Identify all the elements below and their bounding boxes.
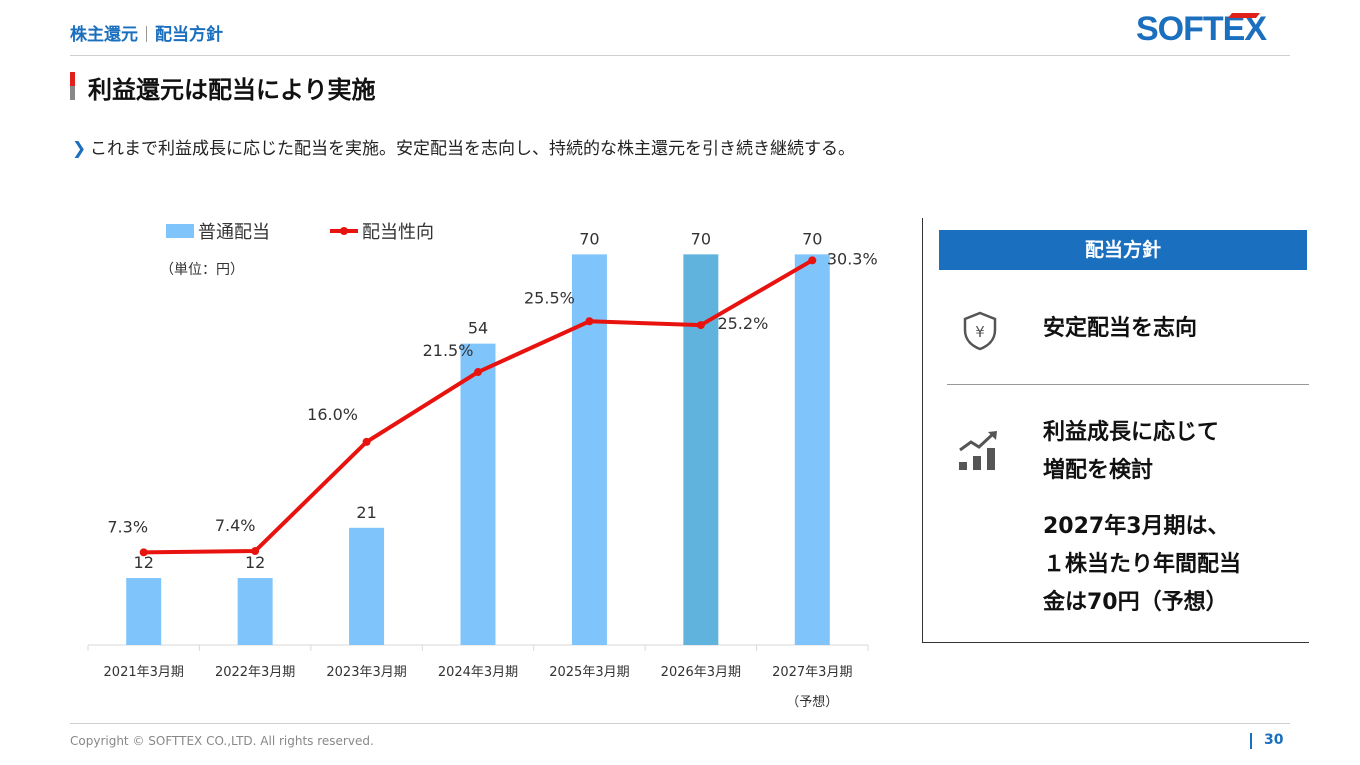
summary-bullet: ❯ これまで利益成長に応じた配当を実施。安定配当を志向し、持続的な株主還元を引き続… — [72, 134, 855, 159]
policy-forecast-line1: 2027年3月期は、 — [1043, 514, 1230, 539]
bar-label-6: 70 — [691, 229, 711, 248]
top-divider — [70, 55, 1290, 56]
policy-growth-line2: 増配を検討 — [1043, 458, 1154, 483]
page-number-bar — [1250, 733, 1252, 749]
legend-bar-swatch — [166, 224, 194, 238]
svg-text:¥: ¥ — [975, 323, 985, 341]
section-label: 株主還元 配当方針 — [70, 20, 223, 45]
policy-forecast-line2: １株当たり年間配当 — [1043, 552, 1242, 577]
x-tick-label-7: 2027年3月期 — [772, 665, 852, 680]
section-separator — [146, 26, 147, 42]
policy-panel-title: 配当方針 — [939, 230, 1307, 270]
x-tick-label-5: 2025年3月期 — [549, 665, 629, 680]
bar-label-7: 70 — [802, 229, 822, 248]
bar-label-1: 12 — [134, 553, 154, 572]
payout-ratio-label-1: 7.3% — [107, 517, 148, 536]
yen-shield-icon: ¥ — [963, 311, 997, 351]
payout-ratio-label-5: 25.5% — [524, 288, 575, 307]
bottom-divider — [70, 723, 1290, 724]
bar-3 — [349, 527, 385, 645]
payout-ratio-label-6: 25.2% — [717, 314, 768, 333]
page-number: 30 — [1264, 732, 1284, 748]
policy-panel: 配当方針 ¥ 安定配当を志向 利益成長に応じて 増配を検討 2027年3月期は、… — [922, 218, 1309, 643]
x-tick-label-3: 2023年3月期 — [326, 665, 406, 680]
payout-ratio-point-5 — [585, 317, 594, 326]
chart-unit-note: （単位：円） — [160, 262, 244, 278]
copyright: Copyright © SOFTTEX CO.,LTD. All rights … — [70, 734, 374, 748]
bar-label-4: 54 — [468, 319, 488, 338]
payout-ratio-point-2 — [251, 547, 260, 556]
policy-forecast-line3: 金は70円（予想） — [1043, 590, 1228, 615]
bar-5 — [571, 254, 607, 645]
payout-ratio-point-3 — [362, 437, 371, 446]
payout-ratio-label-7: 30.3% — [827, 249, 878, 268]
bar-label-3: 21 — [356, 503, 376, 522]
dividend-chart: 12 12 21 54 70 70 70 2021年3月期 2022年3月期 2023年3月期 20… — [87, 222, 878, 710]
page-title: 利益還元は配当により実施 — [88, 76, 376, 104]
section-name: 株主還元 — [70, 25, 138, 45]
payout-ratio-point-7 — [808, 256, 817, 265]
logo-accent — [1228, 13, 1260, 18]
payout-ratio-label-2: 7.4% — [215, 516, 256, 535]
policy-growth-line1: 利益成長に応じて — [1043, 420, 1220, 445]
bar-label-5: 70 — [579, 229, 599, 248]
payout-ratio-point-1 — [139, 548, 148, 557]
x-tick-label-2: 2022年3月期 — [215, 665, 295, 680]
bar-2 — [237, 578, 273, 645]
payout-ratio-point-4 — [474, 368, 482, 377]
policy-item-growth: 利益成長に応じて 増配を検討 — [1043, 414, 1219, 490]
bar-1 — [126, 578, 162, 645]
summary-text: これまで利益成長に応じた配当を実施。安定配当を志向し、持続的な株主還元を引き続き… — [90, 139, 855, 159]
legend-line-label: 配当性向 — [362, 222, 434, 243]
x-tick-label-4: 2024年3月期 — [438, 665, 518, 680]
bar-4 — [460, 343, 496, 645]
x-tick-note-7: （予想） — [786, 694, 838, 710]
subsection-name: 配当方針 — [155, 25, 223, 45]
chevron-right-icon: ❯ — [72, 139, 87, 159]
growth-chart-icon — [959, 431, 997, 470]
heading-accent-bar — [70, 72, 75, 100]
policy-forecast-note: 2027年3月期は、 １株当たり年間配当 金は70円（予想） — [1043, 508, 1241, 622]
softex-logo: SOFTEX — [1136, 10, 1268, 46]
x-tick-label-6: 2026年3月期 — [661, 665, 741, 680]
payout-ratio-point-6 — [696, 321, 705, 330]
bar-7 — [794, 254, 830, 645]
legend-line-marker — [340, 227, 348, 235]
bar-label-2: 12 — [245, 553, 265, 572]
policy-item-stable: 安定配当を志向 — [1043, 316, 1198, 341]
payout-ratio-label-4: 21.5% — [423, 341, 474, 360]
payout-ratio-label-3: 16.0% — [307, 405, 358, 424]
legend-bar-label: 普通配当 — [198, 222, 270, 243]
x-tick-label-1: 2021年3月期 — [104, 665, 184, 680]
bar-6 — [683, 254, 719, 645]
policy-divider — [947, 384, 1309, 385]
